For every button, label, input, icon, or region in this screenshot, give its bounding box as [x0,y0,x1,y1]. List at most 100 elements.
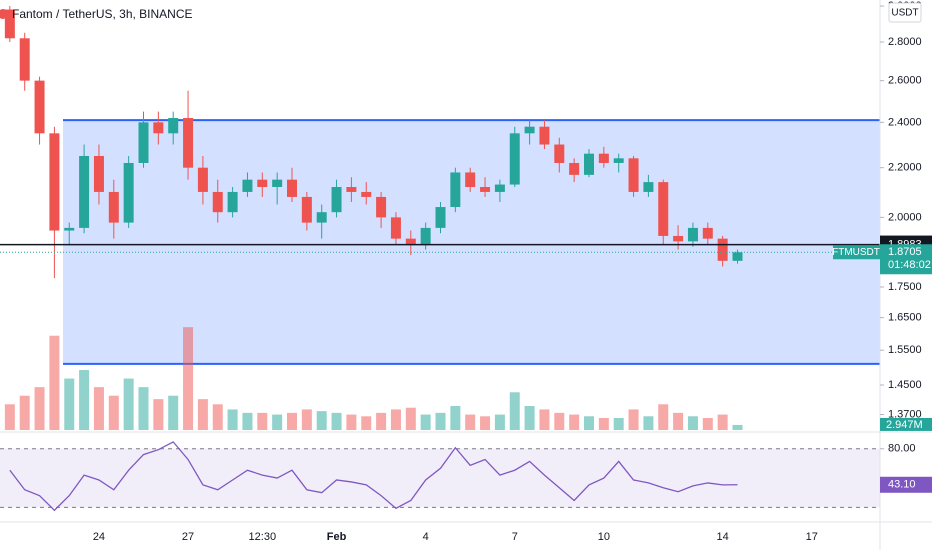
candle-body [702,227,713,239]
y-tick-label: 2.0000 [888,211,922,223]
volume-bar [242,412,253,430]
candle-body [227,191,238,213]
volume-bar [643,416,654,430]
x-tick-label: Feb [327,531,347,543]
volume-bar [123,378,134,430]
candle-body [168,118,179,134]
volume-bar [420,414,431,430]
countdown: 01:48:02 [888,259,931,271]
volume-bar [212,404,223,430]
currency: USDT [891,8,918,19]
x-tick-label: 4 [423,531,429,543]
x-tick-label: 12:30 [249,531,277,543]
volume-bar [628,409,639,430]
candle-body [584,153,594,175]
candle-body [687,227,698,242]
x-tick-label: 7 [512,531,518,543]
volume-label-box [880,417,932,431]
volume-bar [717,414,728,430]
y-tick-label: 1.7500 [888,281,922,293]
volume-bar [108,395,119,430]
y-tick-label: 2.2000 [888,162,922,174]
volume-bar [227,409,238,430]
x-tick-label: 24 [93,531,105,543]
volume-bar [450,406,461,430]
candle-body [628,158,639,192]
candle-body [272,179,283,188]
volume-bar [435,412,446,430]
symbol-icon [0,9,8,19]
last-price-box [880,244,932,275]
volume-bar [316,411,327,430]
symbol-box [833,245,880,260]
y-tick-label: 2.4000 [888,116,922,128]
volume-bar [509,392,520,430]
volume-bar [584,416,594,430]
x-tick-label: 14 [717,531,729,543]
volume-bar [4,404,15,430]
volume-bar [732,424,743,430]
rsi-label-box [880,476,932,493]
candle-body [331,187,342,213]
volume-bar [257,412,268,430]
last-price: 1.8705 [888,246,922,258]
candle-body [658,182,669,236]
volume-bar [376,412,387,430]
volume-bar [79,370,90,430]
candle-body [569,162,580,175]
candle-body [108,191,119,223]
volume-bar [287,412,297,430]
volume-bar [598,418,609,430]
y-tick-label: 1.6500 [888,312,922,324]
y-tick-label: 2.6000 [888,75,922,87]
y-tick-label: 2.8000 [888,36,922,48]
range-box [63,120,880,364]
candle-body [301,196,312,223]
candle-body [257,179,268,188]
candle-body [4,9,15,39]
x-tick-label: 17 [806,531,818,543]
candle-body [316,212,327,223]
candle-body [450,172,461,208]
candle-body [598,153,609,163]
volume-bar [673,412,684,430]
rsi-tick-label: 80.00 [888,443,916,455]
candle-body [361,191,372,197]
candle-body [287,179,297,197]
volume-bar [613,418,624,430]
volume-bar [687,416,698,430]
candle-body [153,122,164,134]
volume-bar [19,395,30,430]
candle-body [49,133,60,231]
volume-bar [554,412,565,430]
candle-body [405,238,416,245]
candle-body [79,155,90,228]
volume-bar [138,387,149,430]
y-tick-label: 1.3700 [888,408,922,420]
volume-label: 2.947M [886,419,923,431]
volume-bar [569,414,580,430]
candle-body [376,196,387,218]
rsi-label: 43.10 [888,479,916,491]
candle-body [212,191,223,213]
candle-body [494,184,505,192]
volume-bar [197,399,208,430]
candle-body [539,126,550,145]
candle-body [346,187,357,192]
volume-bar [34,387,45,430]
rsi-line [9,441,738,512]
volume-bar [465,414,476,430]
volume-bar [658,404,669,430]
candle-body [435,207,446,228]
candle-body [673,235,684,242]
volume-bar [331,412,342,430]
candle-body [554,144,565,163]
candle-body [34,80,45,134]
candle-body [123,162,134,223]
currency-box[interactable] [888,2,922,23]
candle-body [19,38,30,81]
candle-body [732,252,743,261]
volume-bar [153,399,164,430]
